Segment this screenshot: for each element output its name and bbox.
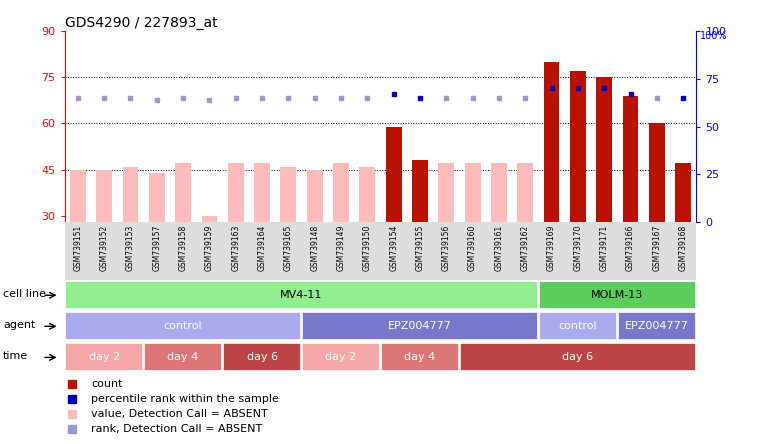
Bar <box>96 170 112 222</box>
Bar <box>70 170 86 222</box>
Text: GSM739165: GSM739165 <box>284 225 293 271</box>
Text: GSM739155: GSM739155 <box>416 225 425 271</box>
Bar <box>412 160 428 222</box>
Text: day 6: day 6 <box>247 353 278 362</box>
Bar <box>618 313 696 340</box>
Text: GSM739163: GSM739163 <box>231 225 240 271</box>
Bar <box>570 71 586 222</box>
Text: GSM739167: GSM739167 <box>652 225 661 271</box>
Bar <box>281 166 296 222</box>
Bar <box>65 281 538 309</box>
Text: GSM739162: GSM739162 <box>521 225 530 271</box>
Text: GSM739168: GSM739168 <box>679 225 688 271</box>
Text: GSM739154: GSM739154 <box>389 225 398 271</box>
Bar <box>65 344 143 371</box>
Bar <box>302 313 538 340</box>
Bar <box>175 163 191 222</box>
Text: agent: agent <box>3 320 36 330</box>
Text: day 2: day 2 <box>326 353 357 362</box>
Bar <box>333 163 349 222</box>
Text: value, Detection Call = ABSENT: value, Detection Call = ABSENT <box>91 409 268 419</box>
Text: control: control <box>164 321 202 331</box>
Text: rank, Detection Call = ABSENT: rank, Detection Call = ABSENT <box>91 424 263 434</box>
Bar <box>307 170 323 222</box>
Bar <box>302 344 380 371</box>
Text: 100%: 100% <box>699 31 727 41</box>
Bar <box>491 163 507 222</box>
Bar <box>465 163 480 222</box>
Bar <box>539 281 696 309</box>
Text: cell line: cell line <box>3 289 46 299</box>
Text: GSM739149: GSM739149 <box>336 225 345 271</box>
Bar <box>123 166 139 222</box>
Bar <box>675 163 691 222</box>
Bar <box>223 344 301 371</box>
Text: day 4: day 4 <box>167 353 199 362</box>
Bar <box>381 344 459 371</box>
Text: GSM739153: GSM739153 <box>126 225 135 271</box>
Bar <box>517 163 533 222</box>
Text: GSM739159: GSM739159 <box>205 225 214 271</box>
Text: GSM739152: GSM739152 <box>100 225 109 271</box>
Text: count: count <box>91 379 123 389</box>
Bar <box>254 163 270 222</box>
Bar <box>149 173 164 222</box>
Bar <box>649 123 665 222</box>
Bar <box>543 62 559 222</box>
Bar <box>438 163 454 222</box>
Text: GSM739170: GSM739170 <box>573 225 582 271</box>
Text: GSM739161: GSM739161 <box>495 225 504 271</box>
Text: MOLM-13: MOLM-13 <box>591 290 644 300</box>
Text: percentile rank within the sample: percentile rank within the sample <box>91 394 279 404</box>
Text: day 4: day 4 <box>404 353 435 362</box>
Bar <box>144 344 222 371</box>
Text: EPZ004777: EPZ004777 <box>388 321 452 331</box>
Bar <box>460 344 696 371</box>
Text: MV4-11: MV4-11 <box>280 290 323 300</box>
Text: day 2: day 2 <box>88 353 119 362</box>
Text: GSM739156: GSM739156 <box>442 225 451 271</box>
Text: GSM739151: GSM739151 <box>73 225 82 271</box>
Text: GSM739171: GSM739171 <box>600 225 609 271</box>
Text: GSM739148: GSM739148 <box>310 225 319 271</box>
Text: GSM739150: GSM739150 <box>363 225 372 271</box>
Text: GSM739166: GSM739166 <box>626 225 635 271</box>
Text: GSM739157: GSM739157 <box>152 225 161 271</box>
Bar <box>359 166 375 222</box>
Bar <box>622 96 638 222</box>
Text: time: time <box>3 351 28 361</box>
Text: day 6: day 6 <box>562 353 594 362</box>
Bar <box>597 77 612 222</box>
Text: GSM739160: GSM739160 <box>468 225 477 271</box>
Text: control: control <box>559 321 597 331</box>
Bar <box>228 163 244 222</box>
Bar <box>539 313 617 340</box>
Text: GSM739169: GSM739169 <box>547 225 556 271</box>
Bar <box>386 127 402 222</box>
Bar <box>202 216 218 222</box>
Text: EPZ004777: EPZ004777 <box>625 321 689 331</box>
Text: GSM739158: GSM739158 <box>179 225 188 271</box>
Text: GSM739164: GSM739164 <box>257 225 266 271</box>
Bar <box>65 313 301 340</box>
Text: GDS4290 / 227893_at: GDS4290 / 227893_at <box>65 16 218 30</box>
